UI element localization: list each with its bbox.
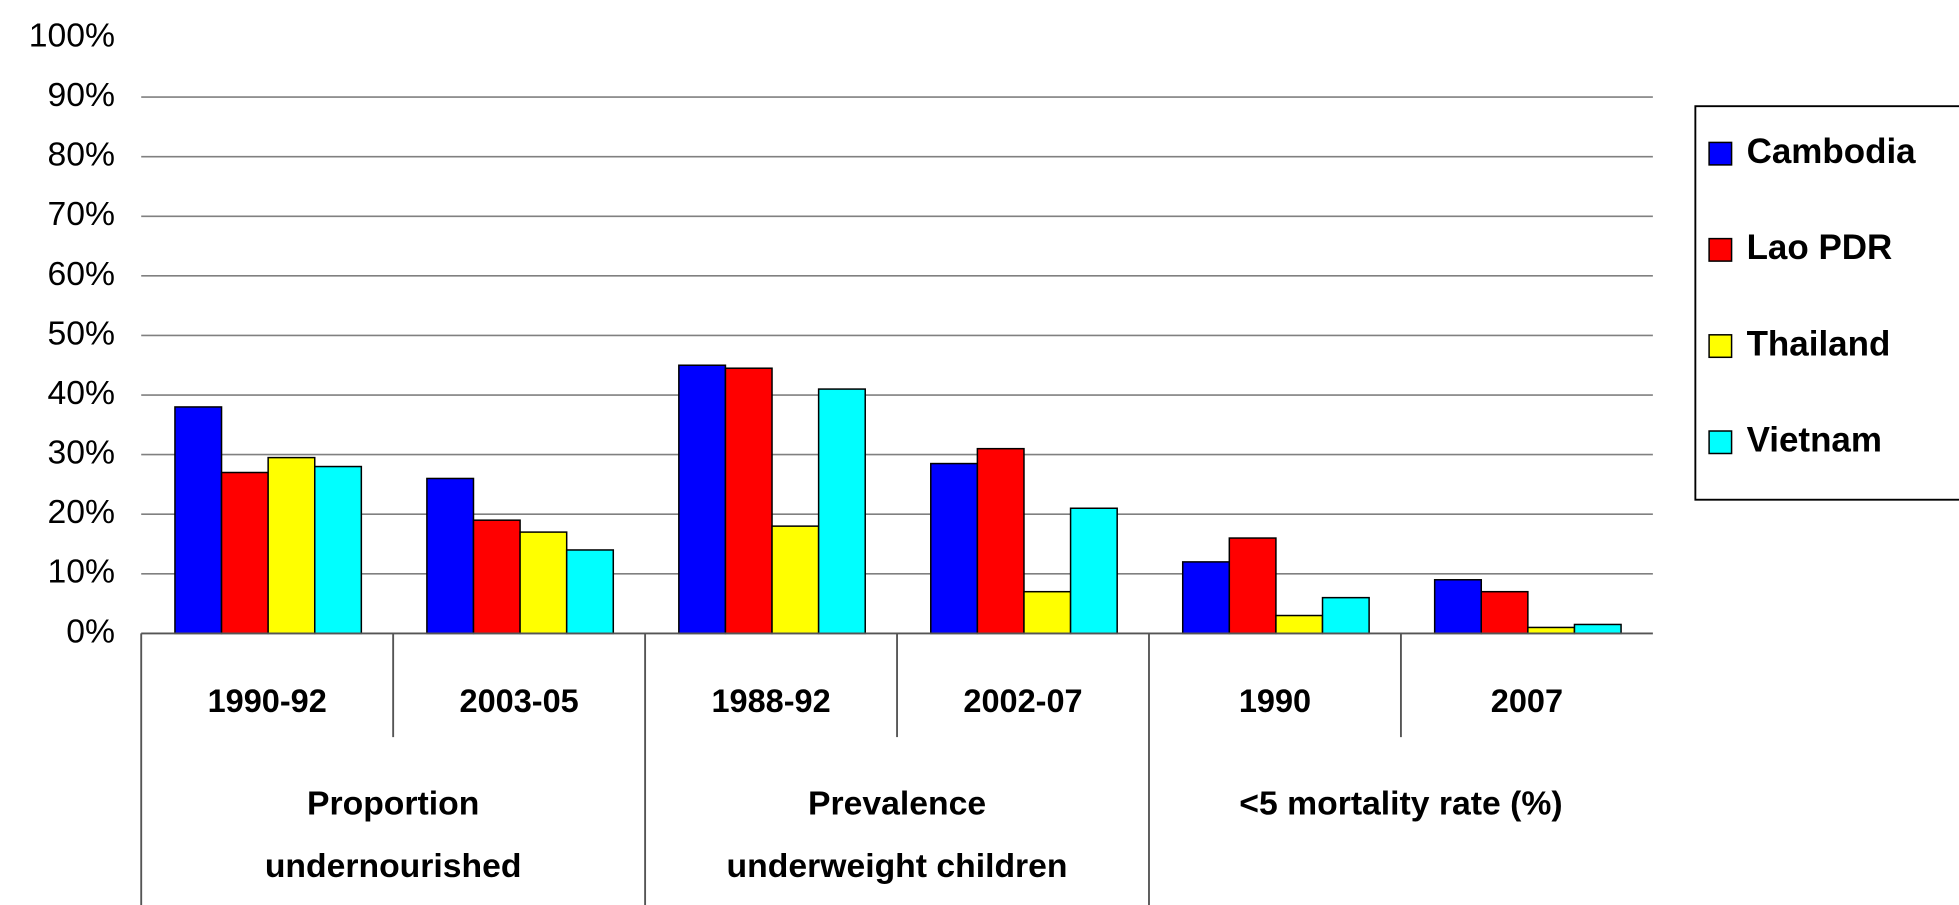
x-tick-label: 1988-92 bbox=[711, 683, 830, 719]
y-tick-label: 40% bbox=[47, 374, 115, 412]
legend: Cambodia Lao PDR Thailand Vietnam bbox=[1694, 105, 1959, 501]
bar bbox=[1069, 507, 1118, 635]
bar bbox=[1023, 590, 1072, 635]
y-tick-label: 90% bbox=[47, 76, 115, 114]
group-label: Prevalence bbox=[808, 785, 986, 823]
legend-label: Cambodia bbox=[1747, 132, 1917, 171]
legend-swatch bbox=[1708, 237, 1733, 262]
y-tick-label: 0% bbox=[66, 612, 115, 650]
group-label: Proportion bbox=[307, 785, 479, 823]
legend-swatch bbox=[1708, 430, 1733, 455]
bar bbox=[976, 447, 1025, 635]
bar bbox=[220, 471, 269, 635]
bar bbox=[724, 367, 773, 635]
legend-label: Vietnam bbox=[1747, 420, 1882, 459]
bar bbox=[678, 364, 727, 635]
y-tick-label: 80% bbox=[47, 136, 115, 174]
bar bbox=[1228, 537, 1277, 635]
x-tick-label: 1990 bbox=[1239, 683, 1311, 719]
group-label: <5 mortality rate (%) bbox=[1239, 785, 1562, 823]
legend-label: Lao PDR bbox=[1747, 228, 1893, 267]
bar bbox=[313, 465, 363, 635]
bar bbox=[426, 477, 475, 635]
bar bbox=[1573, 623, 1622, 635]
x-tick-label: 2003-05 bbox=[460, 683, 579, 719]
x-tick-label: 1990-92 bbox=[208, 683, 327, 719]
y-tick-label: 70% bbox=[47, 195, 115, 233]
legend-label: Thailand bbox=[1747, 324, 1891, 363]
bar bbox=[1275, 614, 1324, 635]
legend-swatch bbox=[1708, 334, 1733, 359]
y-tick-label: 10% bbox=[47, 553, 115, 591]
bar bbox=[817, 388, 866, 635]
y-tick-label: 100% bbox=[29, 16, 115, 54]
bar bbox=[519, 531, 568, 635]
bar bbox=[267, 456, 316, 635]
y-tick-label: 30% bbox=[47, 434, 115, 472]
bar bbox=[472, 519, 521, 635]
group-label: underweight children bbox=[727, 847, 1068, 885]
bar bbox=[1433, 579, 1483, 635]
legend-box bbox=[1694, 105, 1959, 501]
bar bbox=[771, 525, 820, 635]
group-label: undernourished bbox=[265, 847, 522, 885]
bar bbox=[930, 462, 979, 635]
y-tick-label: 50% bbox=[47, 314, 115, 352]
x-tick-label: 2007 bbox=[1491, 683, 1563, 719]
bar bbox=[1480, 590, 1529, 635]
bar bbox=[174, 406, 223, 635]
bar bbox=[565, 549, 615, 635]
x-tick-label: 2002-07 bbox=[963, 683, 1082, 719]
bar bbox=[1181, 561, 1231, 635]
legend-swatch bbox=[1708, 141, 1733, 166]
bar bbox=[1321, 596, 1370, 635]
y-tick-label: 60% bbox=[47, 255, 115, 293]
y-tick-label: 20% bbox=[47, 493, 115, 531]
